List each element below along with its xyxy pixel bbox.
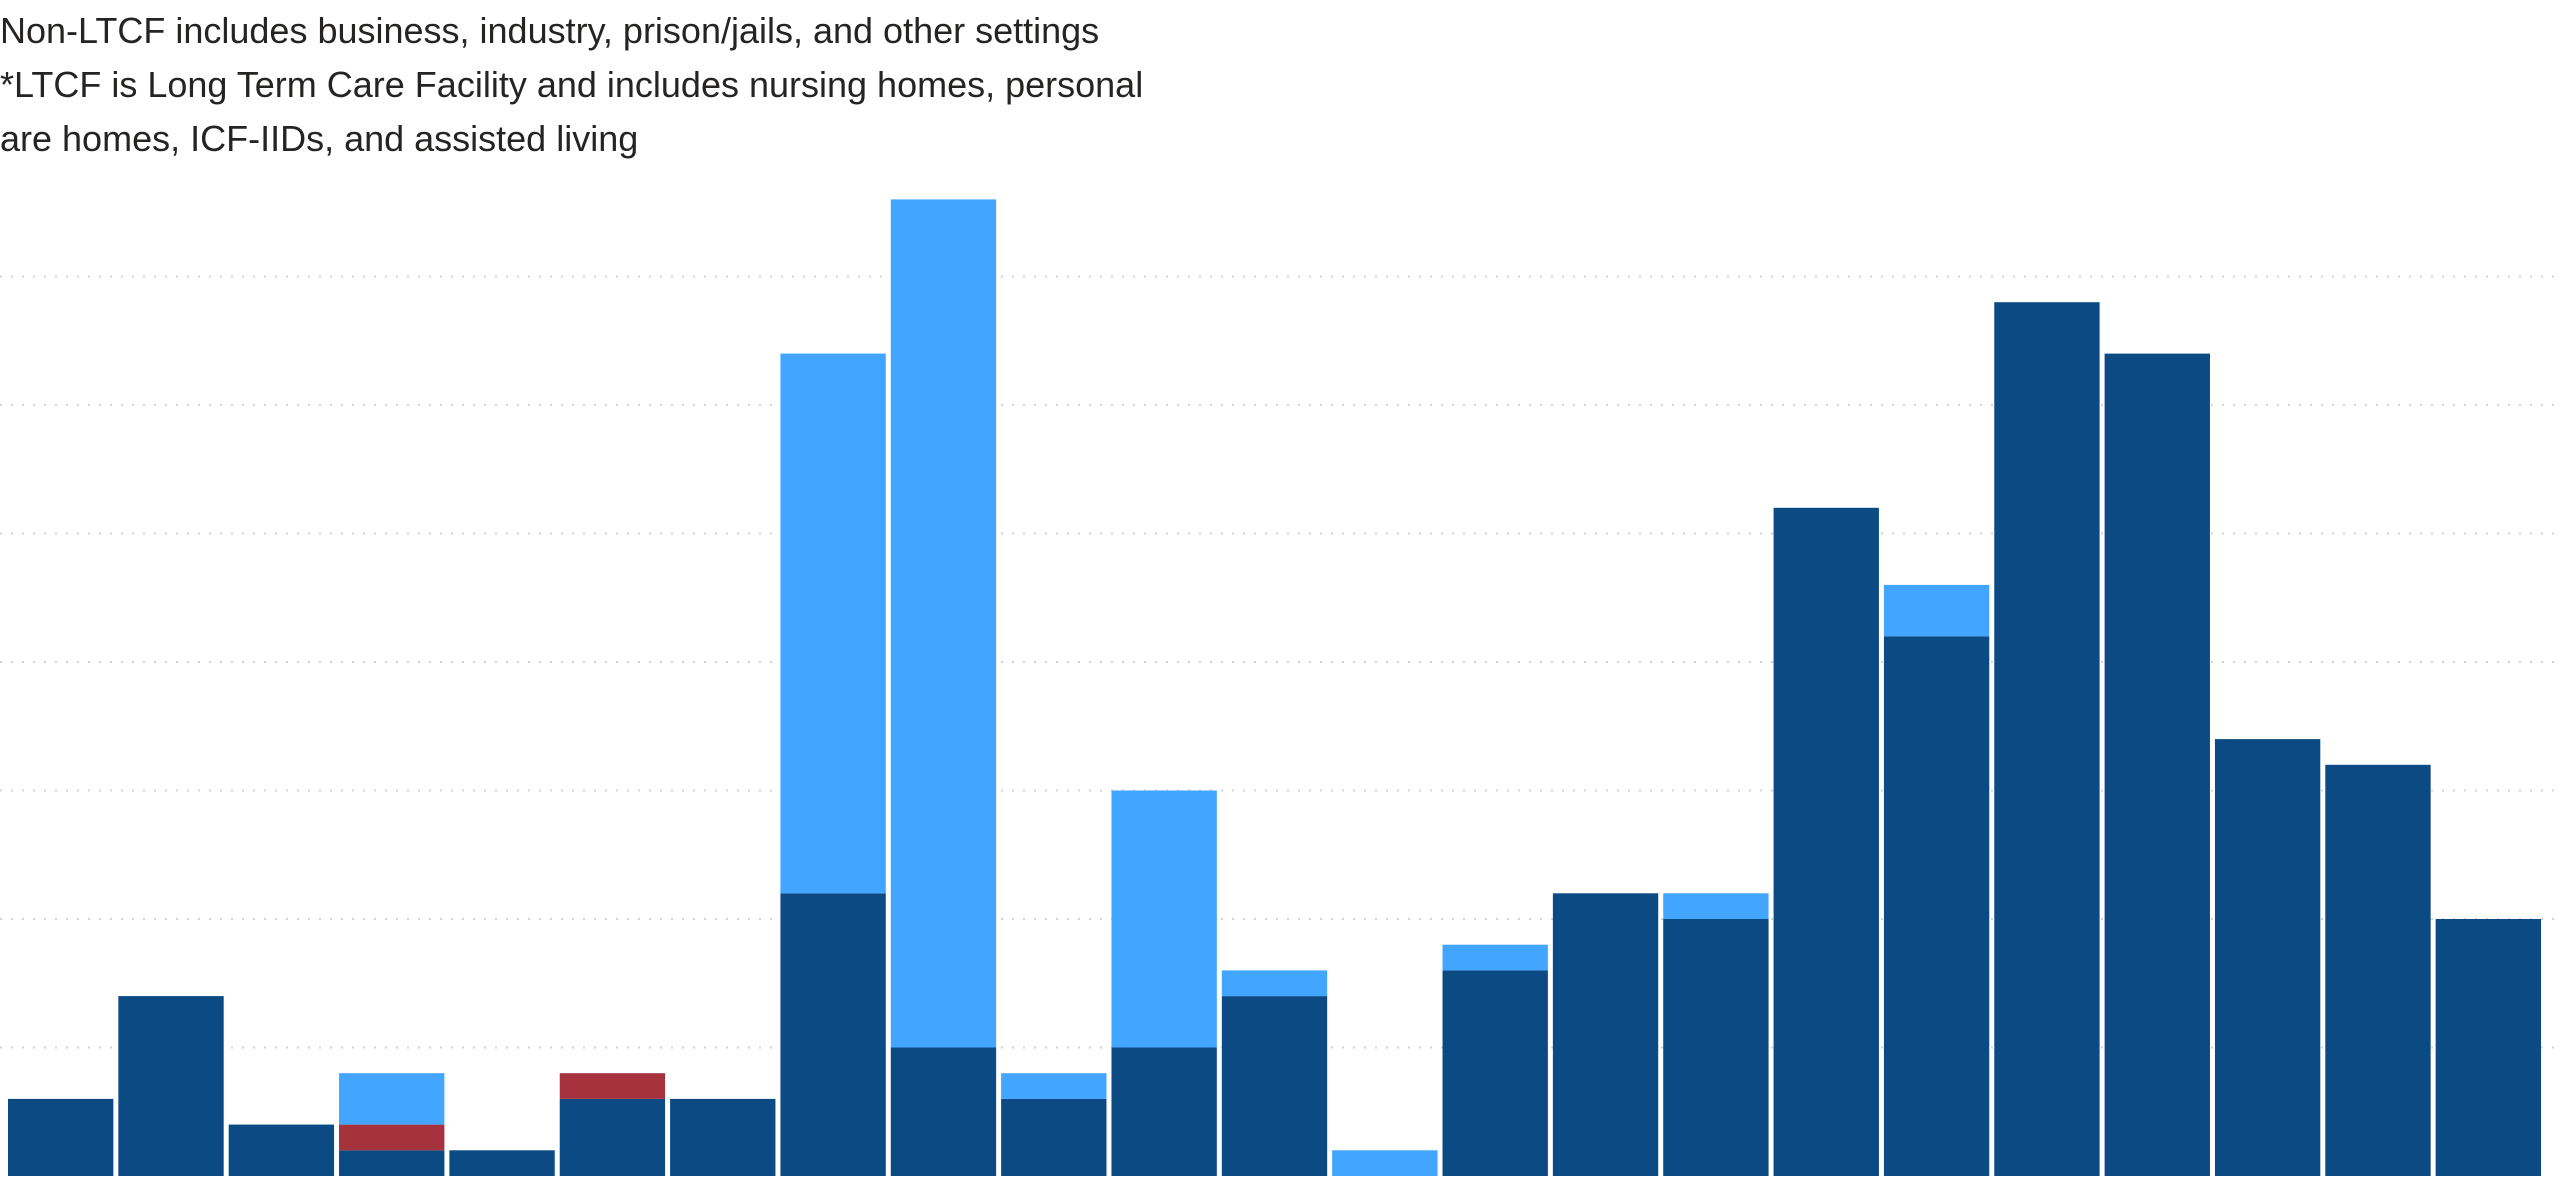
bar-segment-14-series-3[interactable]	[1442, 944, 1548, 971]
bar-segment-18-series-1[interactable]	[1883, 636, 1990, 1176]
bar-segment-10-series-1[interactable]	[1001, 1098, 1107, 1176]
bar-segment-4-series-2[interactable]	[339, 1124, 445, 1151]
bar-segment-10-series-3[interactable]	[1001, 1073, 1107, 1099]
chart-note: Non-LTCF includes business, industry, pr…	[0, 4, 1143, 166]
note-line-3: are homes, ICF-IIDs, and assisted living	[0, 118, 639, 159]
bar-segment-18-series-3[interactable]	[1883, 584, 1990, 637]
bar-segment-16-series-1[interactable]	[1663, 919, 1769, 1176]
bar-segment-12-series-1[interactable]	[1221, 996, 1328, 1176]
bar-segment-7-series-1[interactable]	[670, 1098, 776, 1176]
note-line-2: *LTCF is Long Term Care Facility and inc…	[0, 64, 1144, 105]
bar-segment-14-series-1[interactable]	[1442, 970, 1548, 1176]
bar-segment-11-series-1[interactable]	[1111, 1047, 1217, 1177]
bar-segment-8-series-1[interactable]	[780, 893, 886, 1176]
bar-segment-15-series-1[interactable]	[1552, 893, 1659, 1176]
bar-segment-9-series-1[interactable]	[890, 1047, 997, 1177]
bar-segment-23-series-1[interactable]	[2435, 919, 2541, 1176]
bar-segment-1-series-1[interactable]	[8, 1098, 114, 1176]
bar-segment-21-series-1[interactable]	[2214, 739, 2321, 1176]
bar-segment-11-series-3[interactable]	[1111, 790, 1217, 1048]
bar-segment-2-series-1[interactable]	[118, 996, 224, 1176]
note-line-1: Non-LTCF includes business, industry, pr…	[0, 10, 1100, 51]
bars	[8, 199, 2541, 1177]
bar-segment-16-series-3[interactable]	[1663, 893, 1769, 919]
bar-segment-6-series-1[interactable]	[559, 1098, 666, 1176]
bar-segment-5-series-1[interactable]	[449, 1150, 555, 1176]
bar-segment-19-series-1[interactable]	[1994, 302, 2100, 1176]
bar-segment-17-series-1[interactable]	[1773, 507, 1879, 1176]
bar-segment-20-series-1[interactable]	[2104, 353, 2210, 1177]
bar-segment-8-series-3[interactable]	[780, 353, 886, 894]
bar-segment-3-series-1[interactable]	[228, 1124, 335, 1176]
bar-segment-9-series-3[interactable]	[890, 199, 997, 1048]
bar-segment-4-series-3[interactable]	[339, 1073, 445, 1125]
bar-segment-22-series-1[interactable]	[2325, 764, 2431, 1176]
bar-segment-13-series-3[interactable]	[1332, 1150, 1438, 1176]
bar-segment-12-series-3[interactable]	[1221, 970, 1328, 997]
bar-segment-4-series-1[interactable]	[339, 1150, 445, 1176]
bar-segment-6-series-2[interactable]	[559, 1073, 666, 1099]
